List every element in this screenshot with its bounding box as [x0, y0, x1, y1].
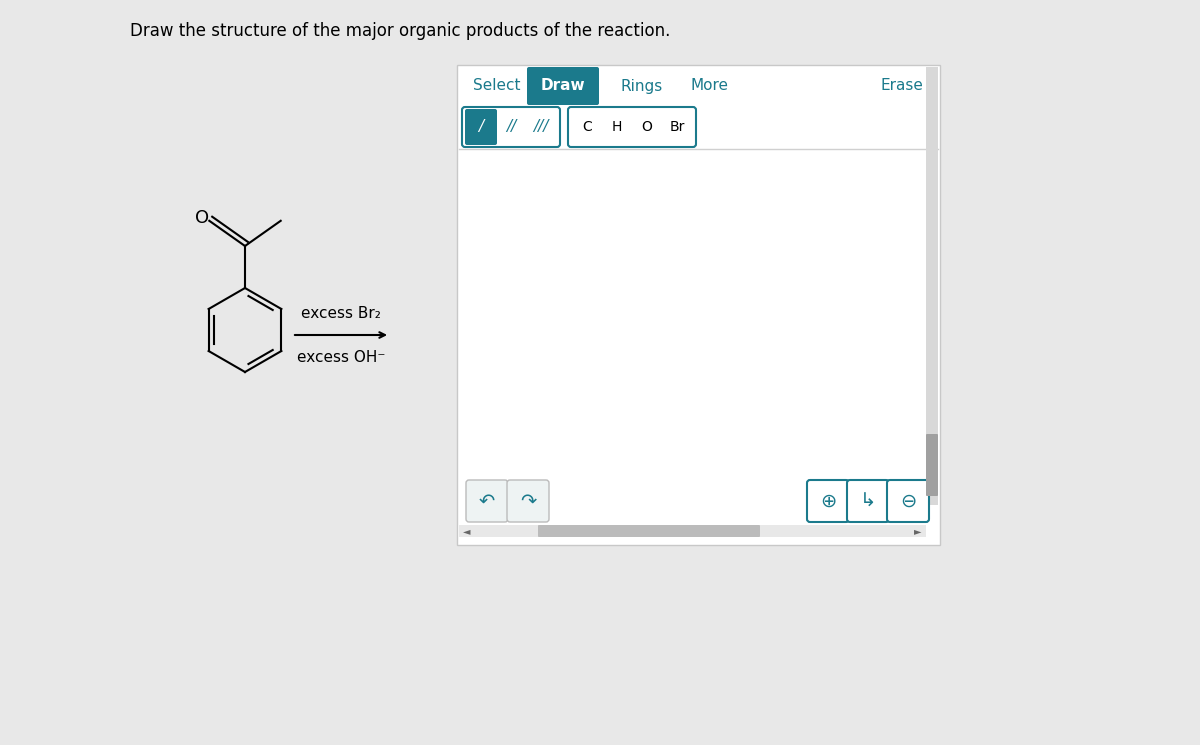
- Text: O: O: [196, 209, 209, 226]
- FancyBboxPatch shape: [887, 480, 929, 522]
- Text: ►: ►: [914, 526, 922, 536]
- Text: C: C: [582, 120, 592, 134]
- Text: Draw the structure of the major organic products of the reaction.: Draw the structure of the major organic …: [130, 22, 671, 40]
- FancyBboxPatch shape: [538, 525, 760, 537]
- Text: ◄: ◄: [463, 526, 470, 536]
- Text: Select: Select: [473, 78, 521, 94]
- Text: More: More: [691, 78, 730, 94]
- FancyBboxPatch shape: [462, 107, 560, 147]
- FancyBboxPatch shape: [458, 525, 926, 537]
- FancyBboxPatch shape: [118, 0, 1180, 745]
- Text: ↳: ↳: [860, 492, 876, 510]
- Text: Br: Br: [670, 120, 685, 134]
- Text: ↶: ↶: [479, 492, 496, 510]
- FancyBboxPatch shape: [808, 480, 850, 522]
- Text: ↷: ↷: [520, 492, 536, 510]
- FancyBboxPatch shape: [527, 67, 599, 105]
- FancyBboxPatch shape: [118, 0, 1180, 745]
- FancyBboxPatch shape: [926, 434, 938, 496]
- Text: H: H: [612, 120, 622, 134]
- FancyBboxPatch shape: [847, 480, 889, 522]
- Text: O: O: [642, 120, 653, 134]
- Text: Draw: Draw: [541, 78, 586, 94]
- FancyBboxPatch shape: [568, 107, 696, 147]
- Text: Rings: Rings: [620, 78, 664, 94]
- Text: ///: ///: [533, 119, 548, 135]
- FancyBboxPatch shape: [508, 480, 550, 522]
- Text: ⊖: ⊖: [900, 492, 916, 510]
- FancyBboxPatch shape: [457, 65, 940, 545]
- Text: excess Br₂: excess Br₂: [301, 305, 380, 320]
- FancyBboxPatch shape: [926, 67, 938, 505]
- FancyBboxPatch shape: [466, 109, 497, 145]
- Text: Erase: Erase: [881, 78, 924, 94]
- FancyBboxPatch shape: [466, 480, 508, 522]
- Text: excess OH⁻: excess OH⁻: [296, 349, 385, 364]
- Text: //: //: [506, 119, 516, 135]
- Text: /: /: [479, 119, 484, 135]
- Text: ⊕: ⊕: [820, 492, 836, 510]
